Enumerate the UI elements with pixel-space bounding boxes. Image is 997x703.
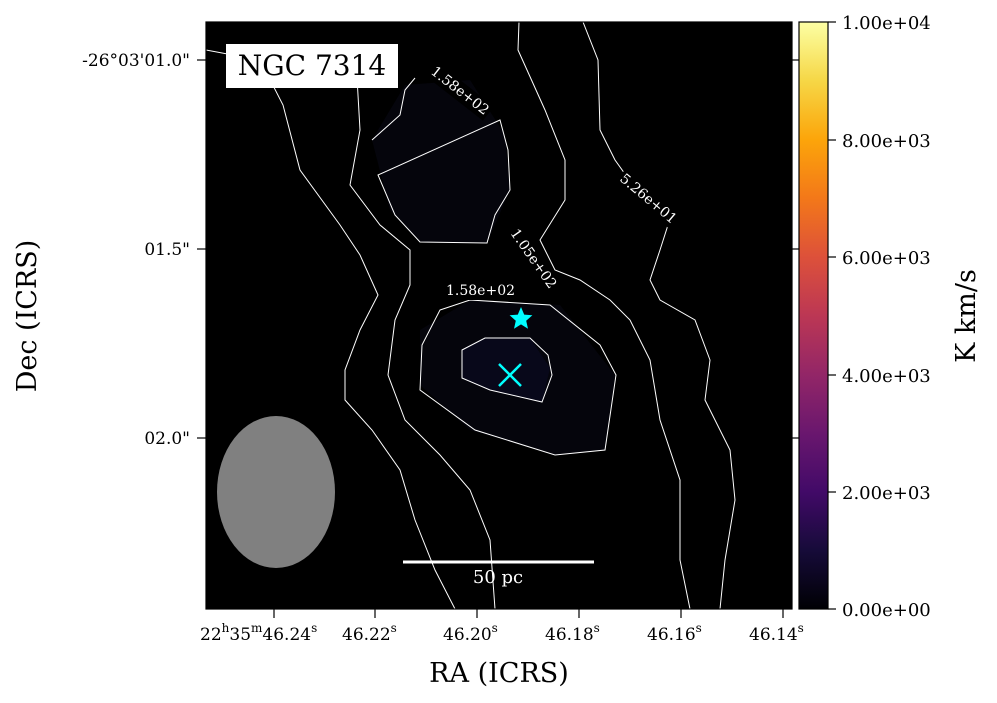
x-axis-title: RA (ICRS) — [429, 658, 569, 689]
contour-1.05e+02-west — [349, 59, 496, 609]
y-tick-label-2: 02.0" — [144, 429, 190, 449]
contour-core — [461, 337, 553, 403]
contour-layer — [206, 22, 736, 609]
x-tick-label-4: 46.16s — [647, 621, 702, 645]
y-axis-title: Dec (ICRS) — [12, 240, 43, 393]
colorbar-tick-0: 0.00e+00 — [842, 600, 931, 621]
x-tick-label-0: 22h35m46.24s — [200, 621, 317, 645]
x-tick-label-2: 46.20s — [443, 621, 498, 645]
colorbar-tick-3: 6.00e+03 — [842, 248, 931, 269]
emission-glow-north — [372, 80, 510, 243]
contour-label-bg — [614, 168, 682, 230]
contour-1.05e+02-east — [517, 22, 691, 609]
colorbar-tick-2: 4.00e+03 — [842, 366, 931, 387]
plot-frame — [205, 21, 793, 610]
contour-label-bg — [444, 282, 518, 300]
x-tick-marks — [273, 22, 784, 618]
colorbar-ticks — [828, 21, 836, 610]
colorbar-tick-4: 8.00e+03 — [842, 131, 931, 152]
contour-1.58e+02-south — [419, 299, 617, 456]
x-tick-label-1: 46.22s — [342, 621, 397, 645]
x-tick-label-5: 46.14s — [749, 621, 804, 645]
contour-label-bg — [425, 61, 494, 121]
star-marker — [509, 307, 533, 329]
object-label-box — [226, 44, 398, 88]
contour-5.26e+01-west — [206, 49, 456, 609]
beam-ellipse — [217, 416, 335, 568]
scale-bar-label: 50 pc — [473, 567, 523, 588]
x-tick-label-3: 46.18s — [545, 621, 600, 645]
colorbar-tick-1: 2.00e+03 — [842, 483, 931, 504]
contour-1.58e+02-north — [371, 77, 511, 244]
contour-label-bg — [504, 223, 562, 295]
y-tick-label-1: 01.5" — [144, 240, 190, 260]
colorbar — [798, 21, 829, 610]
contour-label-4: 1.58e+02 — [446, 283, 515, 299]
colorbar-label: K km/s — [951, 269, 982, 363]
contour-5.26e+01-east — [582, 22, 736, 609]
x-marker — [498, 363, 522, 387]
y-tick-label-0: -26°03'01.0" — [82, 51, 190, 71]
object-label: NGC 7314 — [238, 49, 386, 82]
colorbar-tick-5: 1.00e+04 — [842, 13, 931, 34]
